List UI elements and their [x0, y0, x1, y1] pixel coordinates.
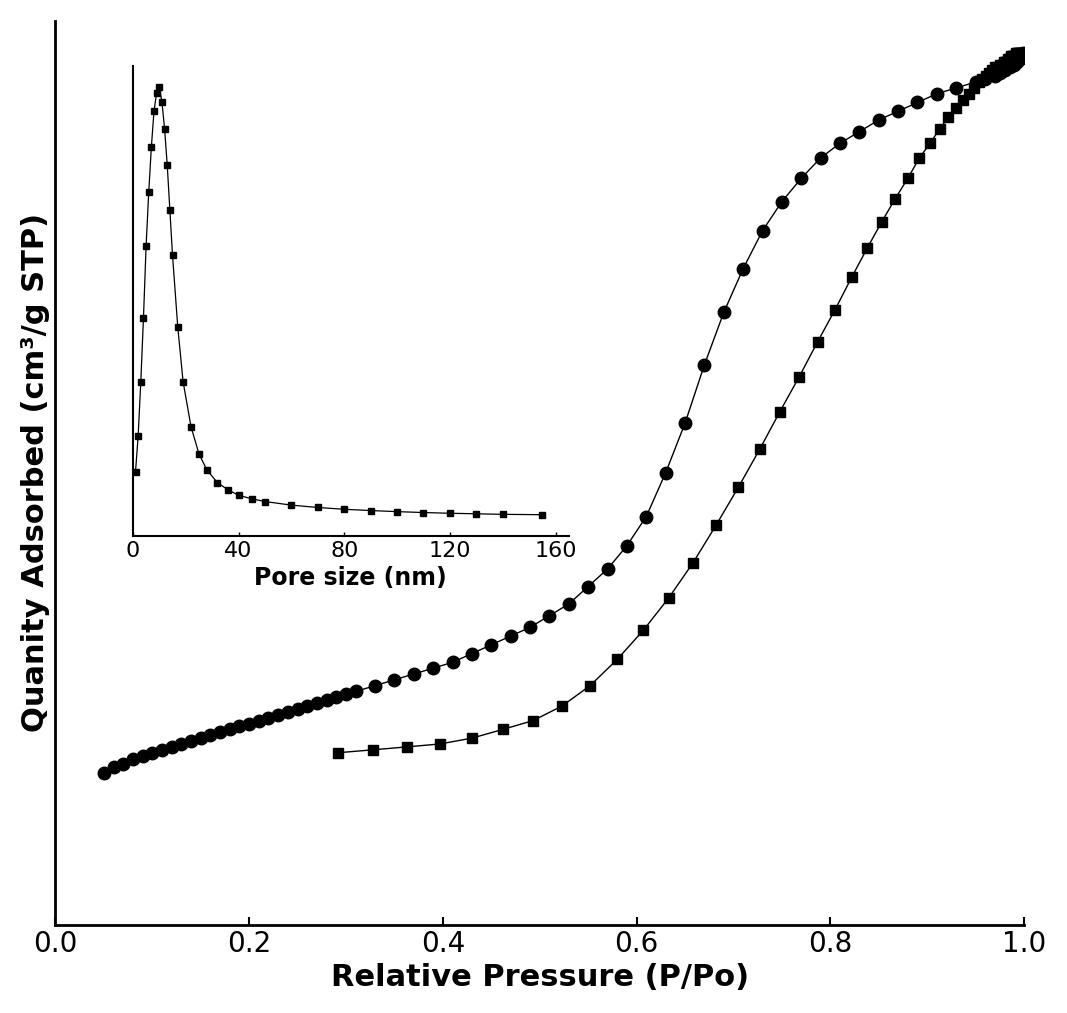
X-axis label: Relative Pressure (P/Po): Relative Pressure (P/Po) [331, 963, 749, 992]
Y-axis label: Quanity Adsorbed (cm³/g STP): Quanity Adsorbed (cm³/g STP) [21, 213, 50, 732]
